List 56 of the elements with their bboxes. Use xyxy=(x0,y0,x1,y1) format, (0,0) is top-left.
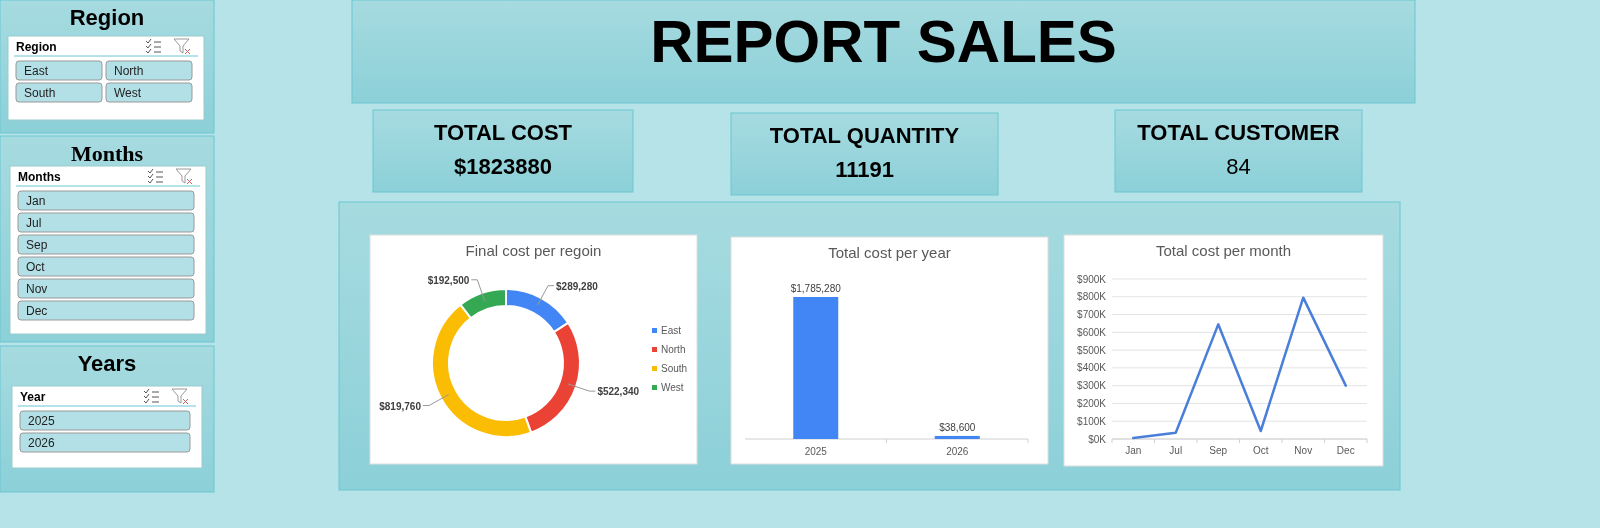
text: 11191 xyxy=(835,157,894,182)
text: $1823880 xyxy=(454,154,552,179)
y-tick-label: $900K xyxy=(1077,273,1107,285)
legend-label: North xyxy=(661,344,686,355)
data-label: $1,785,280 xyxy=(790,283,842,294)
text: West xyxy=(114,86,142,100)
text: Year xyxy=(20,390,46,404)
text: South xyxy=(24,86,56,100)
text: Sep xyxy=(26,238,48,252)
chart-title: Final cost per regoin xyxy=(465,242,602,259)
x-tick-label: Jul xyxy=(1169,445,1183,456)
legend-label: West xyxy=(661,382,684,393)
data-label: $38,600 xyxy=(939,421,976,433)
x-tick-label: Nov xyxy=(1294,445,1313,456)
legend-label: South xyxy=(661,363,688,374)
y-tick-label: $500K xyxy=(1077,344,1107,356)
data-label: $192,500 xyxy=(427,274,470,286)
text: North xyxy=(114,64,144,78)
legend-label: East xyxy=(661,325,682,336)
data-label: $522,340 xyxy=(597,386,640,398)
x-tick-label: Dec xyxy=(1336,445,1355,456)
text: TOTAL QUANTITY xyxy=(769,123,960,148)
text: Region xyxy=(16,40,57,54)
text: Region xyxy=(69,5,145,30)
line-series xyxy=(1132,296,1347,440)
text: Oct xyxy=(26,260,46,274)
x-tick-label: Oct xyxy=(1252,445,1269,456)
text: 2025 xyxy=(28,414,56,428)
text: TOTAL CUSTOMER xyxy=(1137,120,1340,145)
x-tick-label: Jan xyxy=(1125,445,1142,456)
chart-title: Total cost per year xyxy=(828,244,951,261)
text: East xyxy=(24,64,49,78)
text: Months xyxy=(18,170,61,184)
text: Years xyxy=(77,351,137,376)
x-tick-label: Sep xyxy=(1209,445,1228,456)
y-tick-label: $200K xyxy=(1077,397,1107,409)
data-label: $289,280 xyxy=(556,280,599,292)
y-tick-label: $100K xyxy=(1077,415,1107,427)
y-tick-label: $400K xyxy=(1077,362,1107,374)
text: Dec xyxy=(26,304,48,318)
y-tick-label: $800K xyxy=(1077,291,1107,303)
y-tick-label: $600K xyxy=(1077,326,1107,338)
chart-title: Total cost per month xyxy=(1155,242,1292,259)
text: Jul xyxy=(26,216,42,230)
x-tick-label: 2025 xyxy=(804,446,828,457)
x-tick-label: 2026 xyxy=(946,446,969,457)
text: Jan xyxy=(26,194,46,208)
y-tick-label: $0K xyxy=(1088,433,1107,445)
text: 84 xyxy=(1226,154,1251,179)
text: REPORT SALES xyxy=(650,8,1117,75)
data-label: $819,760 xyxy=(379,400,422,412)
text: TOTAL COST xyxy=(433,120,573,145)
y-tick-label: $300K xyxy=(1077,380,1107,392)
text: Months xyxy=(70,141,144,166)
y-tick-label: $700K xyxy=(1077,309,1107,321)
text: Nov xyxy=(26,282,48,296)
